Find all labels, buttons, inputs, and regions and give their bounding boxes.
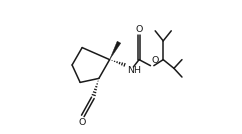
Polygon shape <box>110 41 121 60</box>
Text: O: O <box>151 56 159 65</box>
Text: O: O <box>79 118 86 126</box>
Text: O: O <box>136 25 143 34</box>
Text: NH: NH <box>127 66 141 75</box>
